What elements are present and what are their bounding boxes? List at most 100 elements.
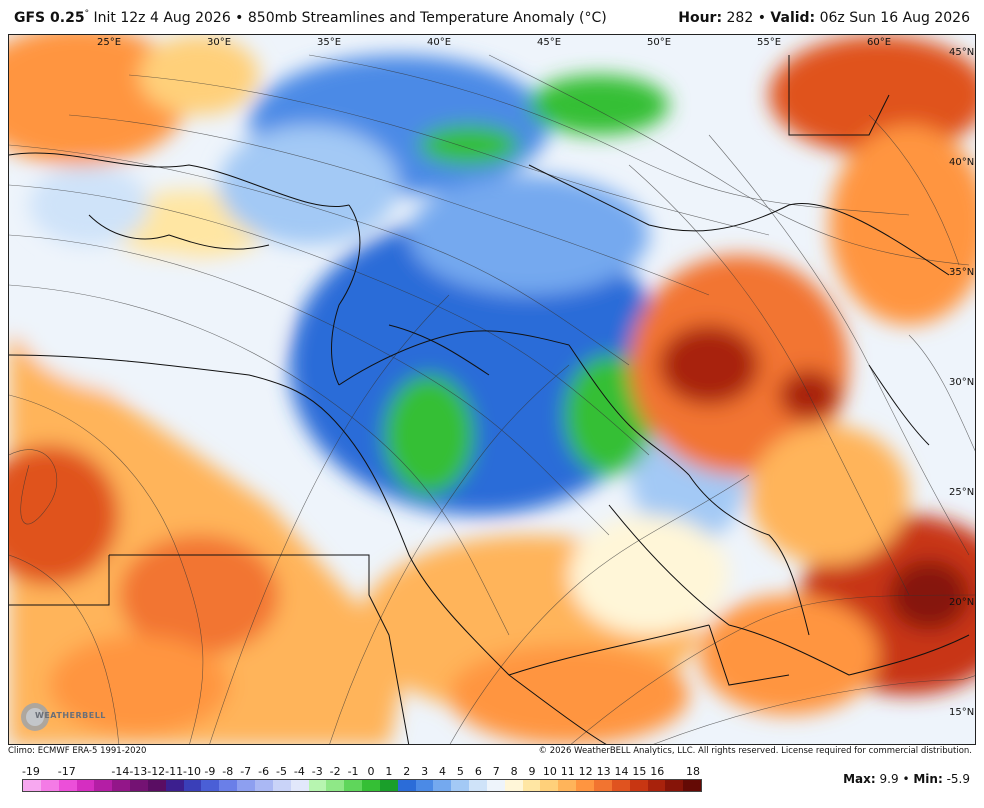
colorbar-swatch [58,780,77,791]
colorbar-swatch [147,780,166,791]
header: GFS 0.25° Init 12z 4 Aug 2026 • 850mb St… [0,0,984,34]
lat-label: 15°N [949,707,974,718]
hour-value: 282 [726,10,754,26]
colorbar-label: -6 [258,765,270,778]
colorbar-swatch [433,780,452,791]
colorbar-swatch [647,780,666,791]
colorbar-swatch [504,780,523,791]
colorbar-label: 1 [385,765,393,778]
colorbar-swatch [540,780,559,791]
weatherbell-logo: WEATHERBELL [17,695,105,735]
colorbar-label: -2 [329,765,341,778]
colorbar-label: 9 [528,765,536,778]
lon-label: 40°E [427,37,451,48]
colorbar-label: -9 [204,765,216,778]
colorbar-label: 0 [367,765,375,778]
logo-bell-icon [21,703,49,731]
colorbar-swatch [629,780,648,791]
colorbar-label: 15 [632,765,647,778]
lon-label: 35°E [317,37,341,48]
colorbar-swatch [290,780,309,791]
colorbar-swatch [40,780,59,791]
colorbar-swatch [683,780,702,791]
valid-separator: • [757,10,766,26]
min-value: -5.9 [946,772,970,786]
title-unit: °C [584,10,602,26]
stats-separator: • [902,772,910,786]
map-canvas: 25°E 30°E 35°E 40°E 45°E 50°E 55°E 60°E … [9,35,975,744]
colorbar-label: -13 [129,765,148,778]
lat-label: 20°N [949,597,974,608]
colorbar-label: 7 [492,765,500,778]
lon-label: 50°E [647,37,671,48]
colorbar-label: 18 [686,765,701,778]
climo-note: Climo: ECMWF ERA-5 1991-2020 [8,746,147,756]
colorbar-label: 11 [560,765,575,778]
colorbar-label: -3 [311,765,323,778]
valid-time: Hour: 282 • Valid: 06z Sun 16 Aug 2026 [678,10,970,26]
colorbar: -19 -17 -14 -13 -12 -11 -10 -9 -8 -7 -6 -5 -4 -3 -2 -1 0… [22,765,702,795]
colorbar-label: -17 [57,765,76,778]
lon-label: 25°E [97,37,121,48]
lon-label: 30°E [207,37,231,48]
colorbar-swatch [451,780,470,791]
temperature-anomaly-field [9,35,975,744]
lat-label: 45°N [949,47,974,58]
valid-value: 06z Sun 16 Aug 2026 [819,10,970,26]
lat-label: 30°N [949,377,974,388]
min-label: Min: [913,772,943,786]
valid-label: Valid: [770,10,816,26]
colorbar-swatch [94,780,113,791]
colorbar-swatch [326,780,345,791]
field-stats: Max: 9.9 • Min: -5.9 [843,772,970,786]
logo-text: WEATHERBELL [35,711,106,720]
colorbar-label: -5 [275,765,287,778]
lon-label: 55°E [757,37,781,48]
country-borders [9,55,970,744]
colorbar-swatch [130,780,148,791]
colorbar-swatch [469,780,487,791]
lon-label: 60°E [867,37,891,48]
colorbar-label: -8 [222,765,234,778]
colorbar-swatch [379,780,398,791]
colorbar-swatch [219,780,238,791]
map-title: GFS 0.25° Init 12z 4 Aug 2026 • 850mb St… [14,9,607,26]
colorbar-label: 8 [510,765,518,778]
title-description: Init 12z 4 Aug 2026 • 850mb Streamlines … [93,10,585,26]
model-degree: ° [84,9,90,19]
colorbar-label: 6 [474,765,482,778]
lat-label: 40°N [949,157,974,168]
colorbar-swatch [611,780,630,791]
colorbar-label: -19 [21,765,40,778]
colorbar-label: -11 [165,765,184,778]
model-name: GFS 0.25 [14,10,85,26]
hour-label: Hour: [678,10,723,26]
colorbar-label: -7 [240,765,252,778]
colorbar-label: -4 [293,765,305,778]
colorbar-label: 13 [596,765,611,778]
colorbar-label: -10 [183,765,201,778]
colorbar-label: 2 [403,765,411,778]
colorbar-label: 10 [542,765,557,778]
colorbar-label: 5 [456,765,464,778]
lat-label: 35°N [949,267,974,278]
colorbar-label: 14 [614,765,629,778]
colorbar-swatch [272,780,291,791]
copyright-note: © 2026 WeatherBELL Analytics, LLC. All r… [538,746,972,756]
colorbar-label: -14 [111,765,130,778]
colorbar-swatches [22,779,702,792]
colorbar-swatch [522,780,541,791]
colorbar-swatch [576,780,594,791]
colorbar-swatch [308,780,327,791]
max-value: 9.9 [879,772,899,786]
colorbar-swatch [23,780,41,791]
colorbar-swatch [254,780,273,791]
colorbar-swatch [76,780,95,791]
colorbar-swatch [112,780,131,791]
colorbar-swatch [344,780,363,791]
colorbar-swatch [165,780,184,791]
streamlines [9,54,975,744]
colorbar-swatch [594,780,612,791]
lat-label: 25°N [949,487,974,498]
lon-label: 45°E [537,37,561,48]
